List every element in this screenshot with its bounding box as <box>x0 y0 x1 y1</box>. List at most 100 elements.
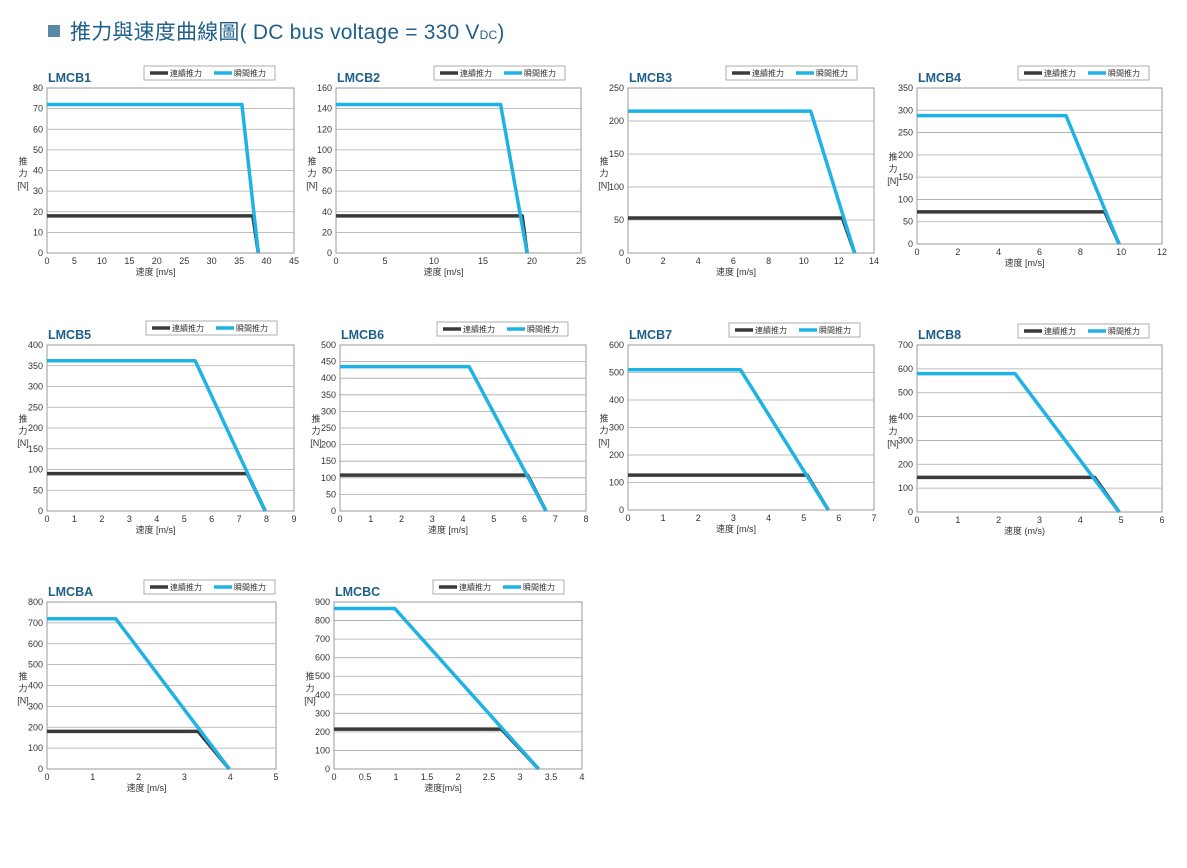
y-tick-label: 100 <box>609 478 624 488</box>
y-tick-label: 600 <box>609 340 624 350</box>
y-tick-label: 500 <box>28 660 43 670</box>
y-axis-label: 推力[N] <box>304 671 316 706</box>
y-tick-label: 450 <box>321 357 336 367</box>
x-tick-label: 20 <box>527 256 537 266</box>
y-tick-label: 250 <box>609 83 624 93</box>
series-peak-force <box>628 368 830 511</box>
legend-box <box>725 65 858 81</box>
y-tick-label: 100 <box>317 145 332 155</box>
legend-label-peak: 瞬間推力 <box>819 325 851 335</box>
x-tick-label: 0 <box>44 514 49 524</box>
y-tick-label: 700 <box>315 634 330 644</box>
legend-box <box>432 579 565 595</box>
x-tick-label: 35 <box>234 256 244 266</box>
legend-box <box>143 579 276 595</box>
x-tick-label: 3 <box>127 514 132 524</box>
heading-subscript: DC <box>479 28 498 42</box>
page-heading: 推力與速度曲線圖( DC bus voltage = 330 VDC) <box>48 16 505 46</box>
x-tick-label: 4 <box>154 514 159 524</box>
x-axis-label: 速度 [m/s] <box>136 524 176 535</box>
y-tick-label: 200 <box>28 722 43 732</box>
x-axis-label: 速度 [m/s] <box>136 266 176 277</box>
x-tick-label: 5 <box>72 256 77 266</box>
legend-label-peak: 瞬間推力 <box>234 582 266 592</box>
x-tick-label: 7 <box>871 513 876 523</box>
y-axis-label: 推力[N] <box>598 156 610 191</box>
x-tick-label: 5 <box>1119 515 1124 525</box>
y-tick-label: 200 <box>321 440 336 450</box>
y-tick-label: 900 <box>315 597 330 607</box>
chart-lmcb3: 0 50 100 150 200 250 0 2 4 6 8 10 12 14 速度 [m/s] 推力[N] L… <box>598 65 879 277</box>
y-tick-label: 300 <box>28 701 43 711</box>
x-axis-label: 速度[m/s] <box>424 782 462 793</box>
x-tick-label: 4 <box>579 772 584 782</box>
chart-title: LMCB1 <box>48 71 91 85</box>
y-tick-label: 140 <box>317 104 332 114</box>
series-peak-force <box>917 113 1121 245</box>
y-tick-label: 40 <box>33 166 43 176</box>
legend-label-continuous: 連續推力 <box>460 68 492 78</box>
y-axis-label: 推力[N] <box>887 151 899 186</box>
chart-title: LMCBA <box>48 585 93 599</box>
y-axis-label: 推力[N] <box>887 414 899 449</box>
x-axis-label: 速度 (m/s) <box>1004 525 1045 536</box>
x-tick-label: 6 <box>209 514 214 524</box>
legend-box <box>436 321 569 337</box>
y-axis-label: 推力[N] <box>306 156 318 191</box>
x-axis-label: 速度 [m/s] <box>428 524 468 535</box>
legend: 連續推力 瞬間推力 <box>1017 65 1150 81</box>
x-tick-label: 3 <box>1037 515 1042 525</box>
chart-title: LMCB3 <box>629 71 672 85</box>
legend-box <box>433 65 566 81</box>
y-tick-label: 50 <box>614 215 624 225</box>
y-tick-label: 200 <box>898 150 913 160</box>
y-tick-label: 600 <box>315 653 330 663</box>
legend-label-continuous: 連續推力 <box>170 68 202 78</box>
y-tick-label: 350 <box>28 361 43 371</box>
y-tick-label: 200 <box>609 450 624 460</box>
chart-lmcb7: 0 100 200 300 400 500 600 0 1 2 3 4 5 6 7 速度 [m/s] 推力[N]… <box>598 322 877 534</box>
chart-lmcbc: 0 100 200 300 400 500 600 700 800 900 0 0.5 1 1.5 2 2.5… <box>304 579 585 793</box>
y-tick-label: 40 <box>322 207 332 217</box>
x-tick-label: 6 <box>731 256 736 266</box>
chart-title: LMCB4 <box>918 71 961 85</box>
y-tick-label: 0 <box>908 239 913 249</box>
chart-title: LMCB6 <box>341 328 384 342</box>
chart-title: LMCB5 <box>48 328 91 342</box>
legend: 連續推力 瞬間推力 <box>725 65 858 81</box>
y-tick-label: 0 <box>38 764 43 774</box>
chart-title: LMCB2 <box>337 71 380 85</box>
x-tick-label: 40 <box>262 256 272 266</box>
legend-label-continuous: 連續推力 <box>459 582 491 592</box>
x-tick-label: 5 <box>491 514 496 524</box>
y-axis-label: 推力[N] <box>17 413 29 448</box>
x-tick-label: 7 <box>553 514 558 524</box>
x-tick-label: 0 <box>44 772 49 782</box>
x-axis-label: 速度 [m/s] <box>1005 257 1045 268</box>
x-tick-label: 0 <box>625 256 630 266</box>
legend-label-peak: 瞬間推力 <box>236 323 268 333</box>
x-tick-label: 5 <box>382 256 387 266</box>
y-tick-label: 100 <box>28 465 43 475</box>
y-tick-label: 50 <box>326 489 336 499</box>
x-tick-label: 5 <box>801 513 806 523</box>
x-tick-label: 10 <box>97 256 107 266</box>
x-tick-label: 20 <box>152 256 162 266</box>
y-tick-label: 120 <box>317 124 332 134</box>
y-tick-label: 800 <box>315 616 330 626</box>
x-axis-label: 速度 [m/s] <box>716 523 756 534</box>
chart-lmcb8: 0 100 200 300 400 500 600 700 0 1 2 3 4 5 6 速度 (m/s) 推力[… <box>887 323 1165 536</box>
x-tick-label: 8 <box>1078 247 1083 257</box>
chart-title: LMCB8 <box>918 328 961 342</box>
y-tick-label: 700 <box>28 618 43 628</box>
x-tick-label: 2 <box>996 515 1001 525</box>
x-tick-label: 1 <box>661 513 666 523</box>
x-tick-label: 25 <box>576 256 586 266</box>
x-tick-label: 10 <box>429 256 439 266</box>
y-tick-label: 100 <box>609 182 624 192</box>
y-tick-label: 0 <box>619 248 624 258</box>
y-tick-label: 150 <box>898 172 913 182</box>
y-tick-label: 250 <box>898 128 913 138</box>
x-tick-label: 1.5 <box>421 772 434 782</box>
y-tick-label: 0 <box>38 248 43 258</box>
